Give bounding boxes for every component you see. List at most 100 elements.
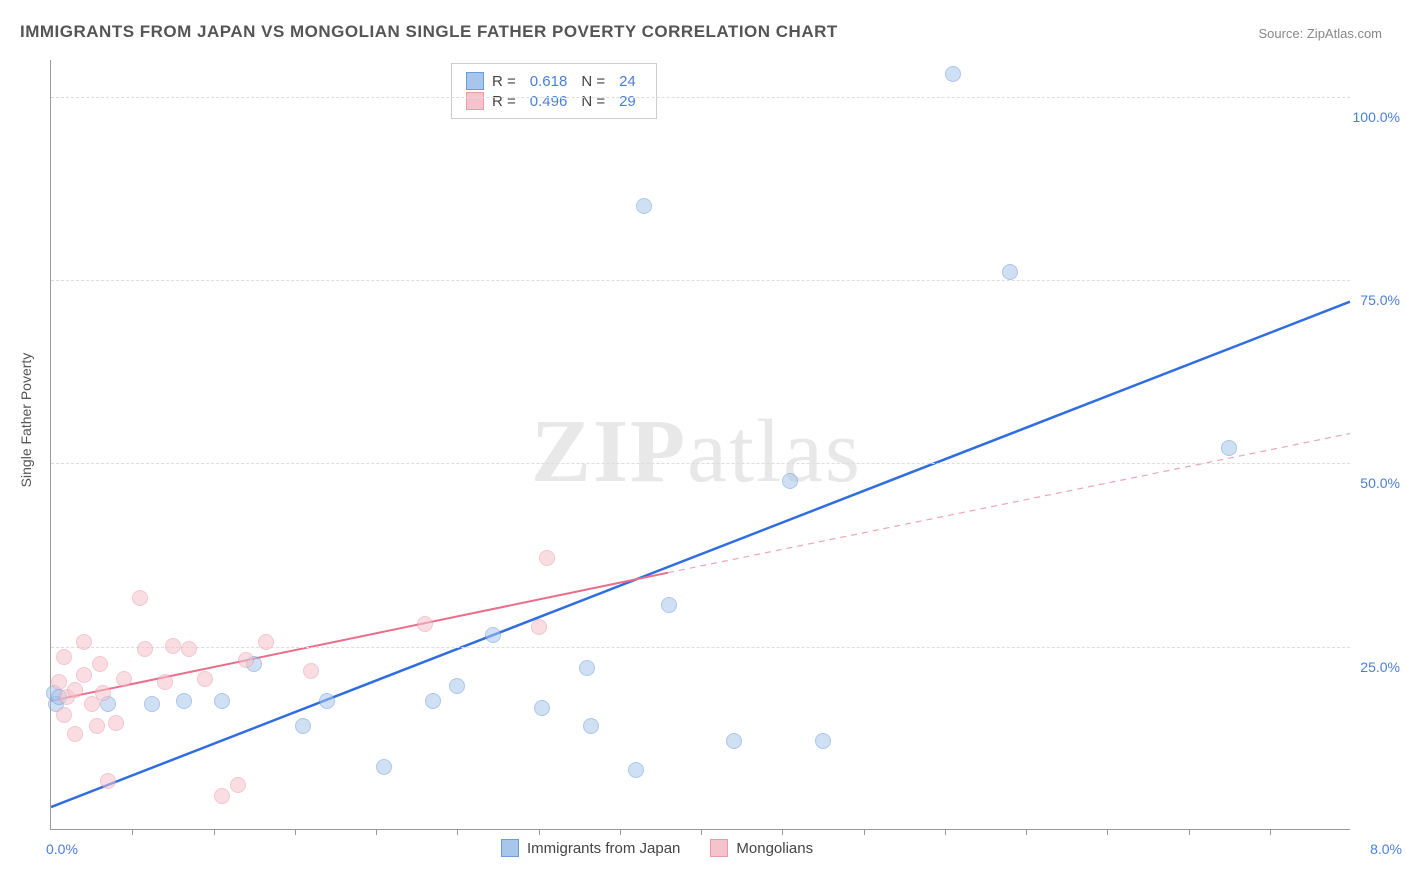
x-tick-mark [1026, 829, 1027, 835]
stats-r-label: R = [492, 93, 516, 110]
legend-swatch-0 [501, 839, 519, 857]
y-tick-label: 75.0% [1360, 292, 1400, 308]
scatter-point-series-1 [76, 634, 92, 650]
scatter-point-series-1 [258, 634, 274, 650]
scatter-point-series-0 [319, 693, 335, 709]
scatter-point-series-1 [238, 652, 254, 668]
x-tick-mark [1189, 829, 1190, 835]
gridline-horizontal [51, 463, 1350, 464]
legend-item-1: Mongolians [710, 839, 813, 857]
watermark-bold: ZIP [531, 402, 687, 501]
scatter-point-series-0 [815, 733, 831, 749]
source-label: Source: ZipAtlas.com [1258, 26, 1382, 41]
stats-box: R = 0.618 N = 24 R = 0.496 N = 29 [451, 63, 657, 119]
trend-line [668, 434, 1350, 573]
scatter-point-series-1 [157, 674, 173, 690]
x-tick-mark [214, 829, 215, 835]
x-axis-max-label: 8.0% [1370, 841, 1402, 857]
y-tick-label: 25.0% [1360, 659, 1400, 675]
scatter-point-series-1 [214, 788, 230, 804]
chart-container: IMMIGRANTS FROM JAPAN VS MONGOLIAN SINGL… [0, 0, 1406, 892]
scatter-point-series-0 [579, 660, 595, 676]
x-tick-mark [1107, 829, 1108, 835]
scatter-point-series-0 [1002, 264, 1018, 280]
scatter-point-series-1 [51, 674, 67, 690]
x-axis-min-label: 0.0% [46, 841, 78, 857]
stats-r-label: R = [492, 73, 516, 90]
scatter-point-series-0 [583, 718, 599, 734]
scatter-point-series-1 [539, 550, 555, 566]
legend-label-0: Immigrants from Japan [527, 840, 680, 857]
scatter-point-series-1 [181, 641, 197, 657]
gridline-horizontal [51, 647, 1350, 648]
scatter-point-series-0 [144, 696, 160, 712]
stats-n-label: N = [581, 73, 605, 90]
x-tick-mark [295, 829, 296, 835]
stats-swatch-series-0 [466, 72, 484, 90]
scatter-point-series-1 [417, 616, 433, 632]
plot-area: ZIPatlas R = 0.618 N = 24 R = 0.496 N = … [50, 60, 1350, 830]
scatter-point-series-1 [56, 707, 72, 723]
stats-r-value-0: 0.618 [530, 73, 568, 90]
trend-line [51, 302, 1350, 807]
x-tick-mark [376, 829, 377, 835]
legend-swatch-1 [710, 839, 728, 857]
scatter-point-series-1 [197, 671, 213, 687]
scatter-point-series-0 [425, 693, 441, 709]
x-tick-mark [620, 829, 621, 835]
legend-item-0: Immigrants from Japan [501, 839, 680, 857]
scatter-point-series-0 [661, 597, 677, 613]
scatter-point-series-1 [303, 663, 319, 679]
scatter-point-series-1 [67, 726, 83, 742]
scatter-point-series-0 [628, 762, 644, 778]
watermark: ZIPatlas [531, 400, 862, 503]
scatter-point-series-0 [295, 718, 311, 734]
x-tick-mark [132, 829, 133, 835]
stats-r-value-1: 0.496 [530, 93, 568, 110]
trend-lines-svg [51, 60, 1350, 829]
stats-n-value-1: 29 [619, 93, 636, 110]
scatter-point-series-1 [76, 667, 92, 683]
scatter-point-series-0 [534, 700, 550, 716]
y-tick-label: 100.0% [1353, 109, 1400, 125]
stats-swatch-series-1 [466, 92, 484, 110]
watermark-light: atlas [687, 402, 862, 501]
scatter-point-series-1 [137, 641, 153, 657]
stats-row-series-1: R = 0.496 N = 29 [466, 92, 642, 110]
y-tick-label: 50.0% [1360, 475, 1400, 491]
scatter-point-series-1 [531, 619, 547, 635]
stats-row-series-0: R = 0.618 N = 24 [466, 72, 642, 90]
scatter-point-series-1 [230, 777, 246, 793]
scatter-point-series-0 [636, 198, 652, 214]
scatter-point-series-1 [56, 649, 72, 665]
scatter-point-series-1 [89, 718, 105, 734]
scatter-point-series-1 [108, 715, 124, 731]
x-tick-mark [945, 829, 946, 835]
scatter-point-series-0 [176, 693, 192, 709]
scatter-point-series-1 [95, 685, 111, 701]
scatter-point-series-0 [485, 627, 501, 643]
scatter-point-series-0 [726, 733, 742, 749]
scatter-point-series-1 [116, 671, 132, 687]
legend-label-1: Mongolians [736, 840, 813, 857]
scatter-point-series-0 [449, 678, 465, 694]
scatter-point-series-0 [1221, 440, 1237, 456]
scatter-point-series-0 [945, 66, 961, 82]
x-tick-mark [782, 829, 783, 835]
x-tick-mark [1270, 829, 1271, 835]
x-tick-mark [457, 829, 458, 835]
x-tick-mark [701, 829, 702, 835]
x-tick-mark [539, 829, 540, 835]
x-tick-mark [864, 829, 865, 835]
stats-n-label: N = [581, 93, 605, 110]
bottom-legend: Immigrants from Japan Mongolians [501, 839, 813, 857]
scatter-point-series-1 [67, 682, 83, 698]
stats-n-value-0: 24 [619, 73, 636, 90]
scatter-point-series-1 [165, 638, 181, 654]
scatter-point-series-1 [100, 773, 116, 789]
scatter-point-series-0 [782, 473, 798, 489]
y-axis-title: Single Father Poverty [18, 353, 34, 488]
scatter-point-series-0 [214, 693, 230, 709]
scatter-point-series-1 [132, 590, 148, 606]
gridline-horizontal [51, 97, 1350, 98]
